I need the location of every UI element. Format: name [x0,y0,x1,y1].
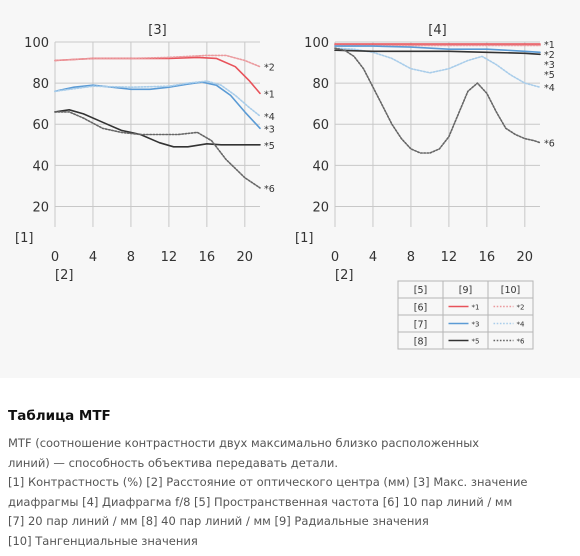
series-end-label: *6 [264,184,275,195]
series-line [334,49,541,56]
series-end-label: *3 [544,60,555,71]
series-line [54,80,261,117]
description-line: линий) — способность объектива передават… [8,455,339,470]
series-end-label: *5 [264,141,275,152]
x-tick-label: 4 [89,250,97,265]
series-line [334,47,541,88]
description-line: MTF (соотношение контрастности двух макс… [8,436,480,450]
description-line: [10] Тангенциальные значения [8,533,198,548]
y-axis-label: [1] [295,231,313,246]
series-line [334,47,541,154]
legend-swatch-label: *6 [517,338,526,346]
series-line [54,54,261,68]
x-tick-label: 8 [407,250,415,265]
y-tick-label: 80 [32,77,49,92]
legend-row-label: [6] [414,303,427,314]
mtf-description: Таблица MTF MTF (соотношение контрастнос… [8,384,572,551]
series-end-label: *1 [544,40,555,51]
x-tick-label: 12 [161,250,178,265]
y-tick-label: 80 [312,77,329,92]
series-end-label: *2 [544,50,555,61]
y-tick-label: 100 [24,36,49,51]
description-line: диафрагмы [4] Диафрагма f/8 [5] Простран… [8,494,513,509]
series-end-label: *2 [264,63,275,74]
series-end-label: *4 [264,112,275,123]
x-tick-label: 8 [127,250,135,265]
x-tick-label: 0 [51,250,59,265]
x-tick-label: 20 [517,250,534,265]
series-end-label: *6 [544,139,555,150]
x-axis-label: [2] [335,268,353,283]
series-line [334,45,541,54]
y-tick-label: 40 [32,159,49,174]
chart-2: 20 40 60 80 100 0 4 8 12 16 20 [4] [1] [2] *1*2*3*5 *4 *… [295,23,555,283]
series-end-label: *5 [544,70,555,81]
chart-title: [3] [148,23,166,38]
x-tick-label: 4 [369,250,377,265]
x-tick-label: 16 [199,250,216,265]
description-title: Таблица MTF [8,408,111,424]
legend-swatch-label: *2 [517,304,525,312]
x-axis-label: [2] [55,268,73,283]
y-tick-label: 100 [304,36,329,51]
x-tick-label: 12 [441,250,458,265]
series-line [54,109,261,148]
series-end-label: *1 [264,89,275,100]
series-end-label: *3 [264,124,275,135]
legend-row-label: [7] [414,320,427,331]
legend-header: [10] [501,285,521,296]
chart-panel: 20 40 60 80 100 0 4 8 12 16 20 [3] [1] [2] *2 *1 *4 *3 *5 *… [15,23,555,350]
x-tick-label: 20 [237,250,254,265]
legend-row-label: [8] [414,337,427,348]
y-tick-label: 20 [32,200,49,215]
legend-swatch-label: *4 [517,321,526,329]
y-axis-label: [1] [15,231,33,246]
description-line: [7] 20 пар линий / мм [8] 40 пар линий /… [8,514,429,528]
x-tick-label: 0 [331,250,339,265]
chart-title: [4] [428,23,446,38]
legend-header: [9] [459,285,472,296]
description-line: [1] Контрастность (%) [2] Расстояние от … [8,475,528,489]
legend-header: [5] [414,285,427,296]
chart-1: 20 40 60 80 100 0 4 8 12 16 20 [3] [1] [2] *2 *1 *4*3 *5 *… [15,23,275,283]
y-tick-label: 20 [312,200,329,215]
series-line [54,81,261,130]
legend-table: [5] [9] [10] [6] *1 *2 [7] *3 *4 [8] *5 *6 [397,280,534,350]
series-line [54,111,261,189]
legend-swatch-label: *3 [472,321,480,329]
series-end-label: *4 [544,83,555,94]
y-tick-label: 40 [312,159,329,174]
y-tick-label: 60 [312,118,329,133]
x-tick-label: 16 [479,250,496,265]
legend-swatch-label: *5 [472,338,480,346]
legend-swatch-label: *1 [472,304,480,312]
y-tick-label: 60 [32,118,49,133]
